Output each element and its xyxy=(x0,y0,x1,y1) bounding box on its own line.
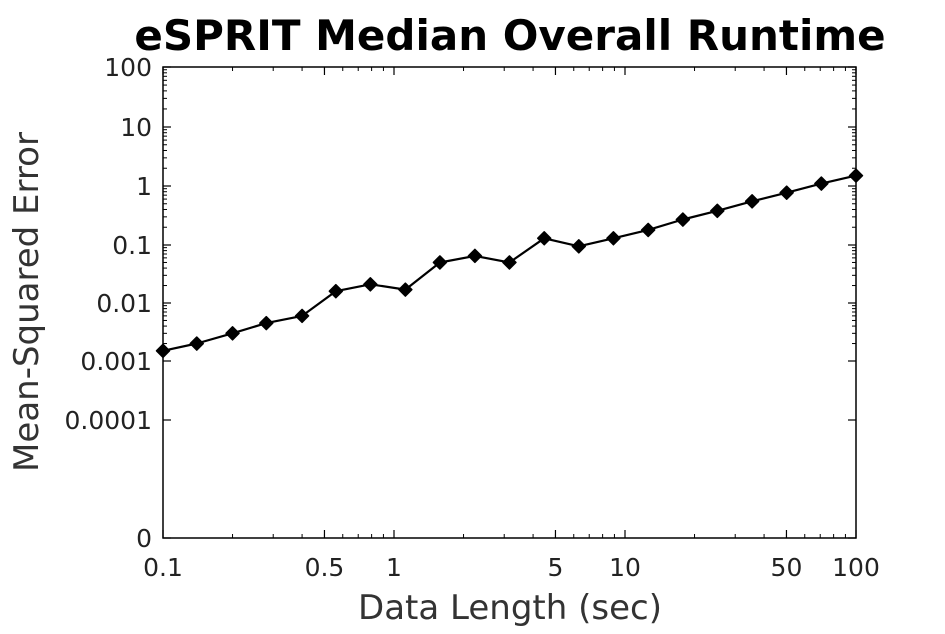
data-point xyxy=(536,231,552,246)
axis-ticks: 0.1 0.5 1 5 10 50 100 0 0.0001 0.001 0.01 0.1 1 10 100 xyxy=(65,53,880,582)
y-tick-label: 0.001 xyxy=(80,347,152,376)
data-point xyxy=(814,176,829,191)
chart-title: eSPRIT Median Overall Runtime xyxy=(134,11,885,60)
x-tick-label: 0.1 xyxy=(143,553,183,582)
data-point xyxy=(571,239,587,254)
data-series xyxy=(155,168,864,359)
data-point xyxy=(606,231,621,246)
data-point xyxy=(398,282,413,297)
x-tick-label: 50 xyxy=(771,553,803,582)
data-point xyxy=(155,343,171,359)
data-point xyxy=(640,222,656,238)
data-point xyxy=(779,185,794,200)
data-point xyxy=(259,315,274,331)
y-tick-label: 0 xyxy=(136,524,152,553)
data-point xyxy=(294,308,310,324)
y-tick-label: 10 xyxy=(120,113,152,142)
y-tick-label: 0.0001 xyxy=(65,406,152,435)
x-axis-label: Data Length (sec) xyxy=(358,588,662,628)
x-tick-label: 0.5 xyxy=(305,553,345,582)
x-tick-label: 1 xyxy=(386,553,402,582)
plot-area-frame xyxy=(162,66,857,539)
data-point xyxy=(432,255,448,270)
data-point xyxy=(848,168,864,183)
y-tick-label: 100 xyxy=(104,53,152,82)
x-tick-label: 100 xyxy=(832,553,880,582)
data-point xyxy=(363,277,378,292)
data-point xyxy=(502,255,517,270)
x-tick-label: 10 xyxy=(609,553,641,582)
x-tick-label: 5 xyxy=(548,553,564,582)
data-point xyxy=(744,194,760,209)
data-point xyxy=(189,336,205,351)
y-tick-label: 0.01 xyxy=(96,289,152,318)
data-point xyxy=(710,203,725,219)
y-tick-label: 1 xyxy=(136,172,152,201)
data-point xyxy=(467,248,483,264)
data-point xyxy=(225,326,240,341)
y-tick-label: 0.1 xyxy=(112,231,152,260)
y-axis-label: Mean-Squared Error xyxy=(7,132,47,472)
data-point xyxy=(328,283,344,299)
data-point xyxy=(675,212,691,227)
